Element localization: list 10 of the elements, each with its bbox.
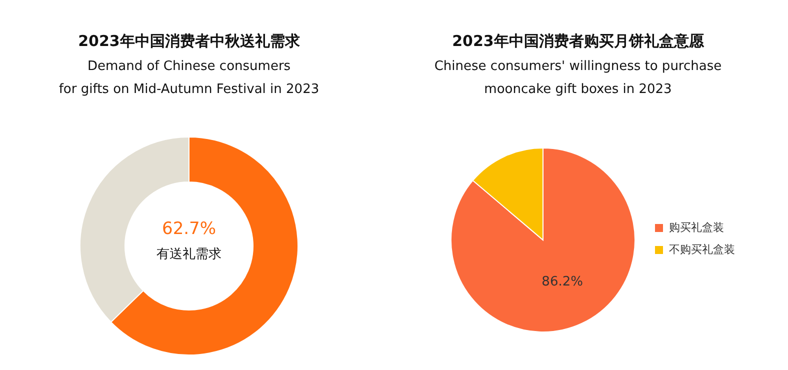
slice-label: 有送礼需求 — [156, 247, 222, 262]
legend-label: 不购买礼盒装 — [669, 243, 735, 256]
chart-subtitle: Demand of Chinese consumers for gifts on Mid-Autumn Festival in 2023 — [58, 59, 320, 97]
data-label: 86.2% — [542, 274, 583, 290]
data-label: 62.7% — [162, 219, 216, 239]
chart-title: 2023年中国消费者购买月饼礼盒意愿 — [452, 32, 705, 50]
legend-label: 购买礼盒装 — [669, 221, 724, 234]
pie-slice — [450, 148, 636, 332]
chart-subtitle: Chinese consumers' willingness to purchase mooncake gift boxes in 2023 — [434, 59, 722, 97]
chart-title: 2023年中国消费者中秋送礼需求 — [78, 32, 301, 50]
